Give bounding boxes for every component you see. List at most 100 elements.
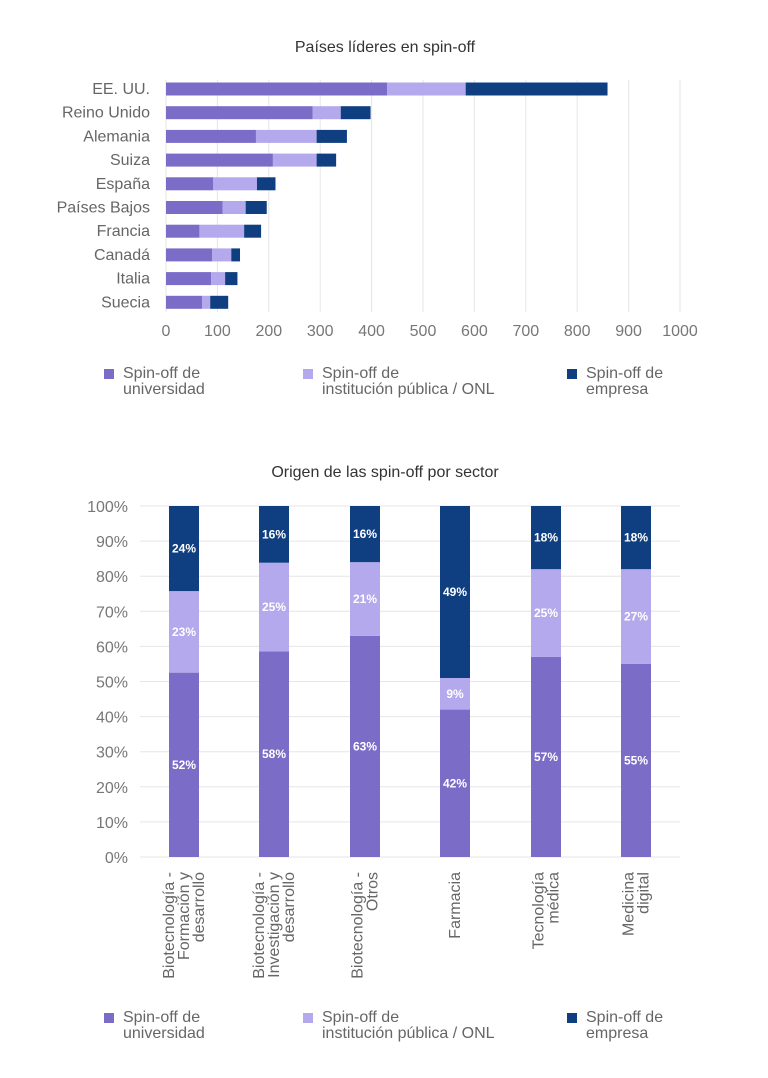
chart1-x-tick: 300 <box>307 323 334 340</box>
chart2-data-label: 18% <box>624 531 648 545</box>
chart1-bar-segment-universidad <box>166 201 223 214</box>
chart2-category-label-line: digital <box>636 872 653 914</box>
chart2-bar-segment-universidad <box>350 635 380 857</box>
chart2-data-label: 25% <box>262 600 286 614</box>
chart2-bar-segment-universidad <box>259 651 289 857</box>
chart2-category-label-line: Medicina <box>621 872 638 936</box>
legend-label-institucion: institución pública / ONL <box>322 1025 495 1042</box>
chart1-bar-segment-empresa <box>316 129 347 143</box>
chart2-category-label: Farmacia <box>447 872 464 939</box>
chart2-bar-segment-institucion <box>440 677 470 710</box>
chart2-data-label: 63% <box>353 739 377 753</box>
chart1-category-label: Alemania <box>83 128 150 145</box>
chart2-data-label: 9% <box>446 687 464 701</box>
chart1-bar-segment-institucion <box>312 106 341 120</box>
legend-label-institucion: Spin-off de <box>322 365 399 382</box>
chart2-category-label-line: Biotecnología - <box>251 872 268 979</box>
legend-label-universidad: Spin-off de <box>123 365 200 382</box>
chart2-title: Origen de las spin-off por sector <box>271 464 499 481</box>
chart1-title: Países líderes en spin-off <box>295 39 476 56</box>
chart1-bar-segment-universidad <box>166 153 273 167</box>
chart1-bar-segment-universidad <box>166 82 388 96</box>
chart1-bar-segment-universidad <box>166 248 213 262</box>
chart1-category-label: Suiza <box>110 152 150 169</box>
chart1-category-label: EE. UU. <box>92 81 150 98</box>
chart2-bar-segment-universidad <box>621 663 651 857</box>
legend-swatch-institucion <box>303 369 313 379</box>
chart1-bar-segment-institucion <box>201 295 211 309</box>
chart1-bar-segment-institucion <box>212 248 232 262</box>
chart2-bar-segment-empresa <box>440 506 470 678</box>
chart2-category-label-line: médica <box>546 872 563 924</box>
legend-label-institucion: institución pública / ONL <box>322 381 495 398</box>
chart2-data-label: 42% <box>443 776 467 790</box>
chart2-bar-segment-empresa <box>621 506 651 570</box>
chart1-bar-segment-universidad <box>166 106 313 120</box>
chart1-bar-segment-institucion <box>199 224 245 238</box>
chart1-category-label: Suecia <box>101 294 150 311</box>
legend-label-empresa: Spin-off de <box>586 365 663 382</box>
chart1-category-label: Países Bajos <box>57 200 150 217</box>
chart2-bar-segment-empresa <box>259 506 289 563</box>
chart1-bar-segment-universidad <box>166 272 212 286</box>
chart2-y-tick: 50% <box>96 675 128 692</box>
chart1-x-tick: 0 <box>162 323 171 340</box>
chart1-bar-segment-empresa <box>231 248 241 262</box>
chart2-category-label-line: Biotecnología - <box>350 872 367 979</box>
chart2-data-label: 49% <box>443 585 467 599</box>
chart2-y-tick: 40% <box>96 710 128 727</box>
chart1-category-label: Francia <box>97 223 150 240</box>
chart2-category-label-line: Formación y <box>176 872 193 960</box>
chart2-data-label: 27% <box>624 610 648 624</box>
chart2-bar-segment-empresa <box>350 506 380 563</box>
legend-label-empresa: empresa <box>586 381 648 398</box>
chart2-data-label: 24% <box>172 542 196 556</box>
chart1-bar-segment-institucion <box>211 272 226 286</box>
chart1-bar-segment-empresa <box>245 201 267 214</box>
chart2-category-label-line: Otros <box>365 872 382 911</box>
chart1-x-tick: 1000 <box>662 323 698 340</box>
legend-label-empresa: empresa <box>586 1025 648 1042</box>
chart2-data-label: 23% <box>172 625 196 639</box>
chart2-y-tick: 60% <box>96 639 128 656</box>
chart1-bar-segment-universidad <box>166 224 200 238</box>
chart2-data-label: 18% <box>534 531 558 545</box>
chart2-data-label: 52% <box>172 758 196 772</box>
chart1-category-label: España <box>96 176 150 193</box>
chart1-x-tick: 900 <box>615 323 642 340</box>
chart2-bar-segment-institucion <box>531 569 561 657</box>
chart2-category-label-line: Tecnología <box>531 872 548 949</box>
chart1-bar-segment-empresa <box>210 295 229 309</box>
chart2-category-label-line: Biotecnología - <box>161 872 178 979</box>
chart2-bar-segment-universidad <box>169 672 199 857</box>
chart1-bar-segment-universidad <box>166 177 214 191</box>
chart1-bar-segment-empresa <box>465 82 608 96</box>
legend-label-empresa: Spin-off de <box>586 1009 663 1026</box>
chart2-bar-segment-universidad <box>531 656 561 857</box>
legend-swatch-universidad <box>104 1013 114 1023</box>
chart1-bar-segment-institucion <box>213 177 257 191</box>
chart2-y-tick: 100% <box>87 499 128 516</box>
chart2-y-tick: 30% <box>96 745 128 762</box>
chart2-bar-segment-empresa <box>531 506 561 570</box>
chart2-bar-segment-institucion <box>259 562 289 652</box>
chart2-data-label: 55% <box>624 753 648 767</box>
chart1-bar-segment-empresa <box>225 272 238 286</box>
chart2-bar-segment-institucion <box>169 591 199 673</box>
legend-swatch-institucion <box>303 1013 313 1023</box>
chart2-y-tick: 20% <box>96 780 128 797</box>
chart1-bar-segment-empresa <box>340 106 371 120</box>
chart2-data-label: 58% <box>262 747 286 761</box>
chart2-category-label-line: desarrollo <box>281 872 298 942</box>
chart2-bar-segment-institucion <box>350 562 380 636</box>
chart1-category-label: Reino Unido <box>62 105 150 122</box>
chart2-y-tick: 90% <box>96 534 128 551</box>
chart2-data-label: 57% <box>534 750 558 764</box>
chart1-bar-segment-institucion <box>272 153 317 167</box>
chart2-y-tick: 0% <box>105 850 128 867</box>
legend-swatch-empresa <box>567 1013 577 1023</box>
